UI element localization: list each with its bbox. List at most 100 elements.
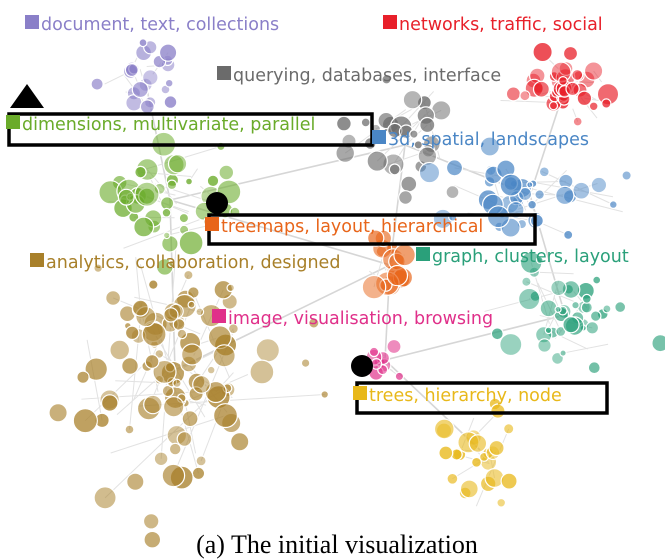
document-node[interactable] — [206, 174, 220, 188]
document-node[interactable] — [500, 472, 518, 490]
document-node[interactable] — [320, 390, 330, 399]
document-node[interactable] — [400, 175, 418, 193]
document-node[interactable] — [521, 276, 532, 287]
document-node[interactable] — [124, 62, 139, 77]
document-node[interactable] — [143, 530, 162, 549]
document-node[interactable] — [84, 357, 108, 381]
document-node[interactable] — [587, 361, 601, 375]
document-node[interactable] — [490, 403, 506, 419]
document-node[interactable] — [161, 463, 186, 488]
document-node[interactable] — [368, 346, 380, 358]
document-node[interactable] — [518, 287, 541, 311]
document-node[interactable] — [571, 300, 580, 310]
document-node[interactable] — [550, 279, 567, 297]
document-node[interactable] — [166, 179, 178, 191]
document-node[interactable] — [505, 86, 522, 102]
document-node[interactable] — [134, 165, 147, 179]
document-node[interactable] — [409, 129, 419, 139]
document-node[interactable] — [185, 177, 194, 186]
document-node[interactable] — [393, 243, 416, 267]
document-node[interactable] — [590, 176, 608, 194]
document-node[interactable] — [585, 320, 600, 335]
document-node[interactable] — [90, 77, 104, 91]
document-node[interactable] — [565, 81, 580, 97]
document-node[interactable] — [367, 229, 385, 247]
document-node[interactable] — [163, 307, 179, 323]
document-node[interactable] — [526, 181, 534, 189]
document-node[interactable] — [105, 290, 122, 307]
document-node[interactable] — [488, 439, 505, 457]
document-node[interactable] — [471, 456, 483, 468]
document-node[interactable] — [101, 394, 119, 412]
document-node[interactable] — [93, 486, 117, 510]
document-node[interactable] — [479, 136, 500, 157]
document-node[interactable] — [572, 181, 591, 200]
document-node[interactable] — [143, 394, 163, 415]
document-node[interactable] — [398, 190, 413, 205]
document-node[interactable] — [181, 343, 204, 366]
document-node[interactable] — [413, 140, 423, 150]
document-node[interactable] — [548, 101, 559, 111]
document-node[interactable] — [438, 445, 454, 461]
document-node[interactable] — [126, 472, 145, 491]
document-node[interactable] — [158, 43, 178, 62]
document-node[interactable] — [562, 316, 580, 334]
document-node[interactable] — [148, 279, 159, 290]
document-node[interactable] — [446, 472, 459, 485]
document-node[interactable] — [134, 181, 160, 207]
document-node[interactable] — [517, 186, 533, 202]
document-node[interactable] — [164, 78, 174, 88]
document-node[interactable] — [162, 231, 171, 240]
document-node[interactable] — [227, 323, 239, 335]
document-node[interactable] — [537, 338, 552, 353]
document-node[interactable] — [142, 512, 160, 530]
document-node[interactable] — [361, 274, 387, 300]
document-node[interactable] — [178, 212, 190, 224]
cluster-label-spatial[interactable]: 3d, spatial, landscapes — [372, 130, 589, 150]
cluster-label-dimensions[interactable]: dimensions, multivariate, parallel — [6, 112, 374, 147]
document-node[interactable] — [562, 45, 579, 62]
document-node[interactable] — [601, 98, 612, 109]
document-node[interactable] — [139, 99, 155, 115]
document-node[interactable] — [308, 317, 320, 329]
document-node[interactable] — [144, 354, 160, 369]
document-node[interactable] — [121, 357, 139, 375]
document-node[interactable] — [131, 80, 149, 99]
document-node[interactable] — [561, 280, 581, 299]
document-node[interactable] — [394, 371, 405, 382]
document-node[interactable] — [124, 424, 135, 435]
document-node[interactable] — [188, 386, 204, 402]
document-node[interactable] — [592, 275, 602, 285]
document-node[interactable] — [195, 455, 207, 467]
document-node[interactable] — [176, 328, 188, 340]
document-node[interactable] — [117, 188, 135, 206]
document-node[interactable] — [418, 161, 441, 184]
document-node[interactable] — [386, 264, 409, 287]
document-node[interactable] — [538, 166, 550, 178]
document-node[interactable] — [176, 431, 193, 447]
cluster-label-image[interactable]: image, visualisation, browsing — [212, 309, 493, 329]
document-node[interactable] — [172, 378, 182, 388]
document-node[interactable] — [499, 173, 523, 197]
document-node[interactable] — [554, 305, 562, 313]
document-node[interactable] — [571, 68, 584, 81]
document-node[interactable] — [558, 60, 574, 76]
document-node[interactable] — [161, 207, 172, 218]
document-node[interactable] — [544, 326, 553, 335]
document-node[interactable] — [532, 41, 553, 63]
document-node[interactable] — [381, 74, 392, 85]
document-node[interactable] — [206, 365, 216, 375]
document-node[interactable] — [336, 115, 352, 132]
document-node[interactable] — [93, 263, 103, 273]
document-node[interactable] — [48, 403, 68, 423]
document-node[interactable] — [581, 293, 592, 304]
document-node[interactable] — [167, 259, 176, 268]
document-node[interactable] — [162, 396, 185, 418]
document-node[interactable] — [168, 442, 182, 456]
document-node[interactable] — [555, 185, 575, 206]
document-node[interactable] — [212, 344, 236, 368]
document-node[interactable] — [608, 200, 618, 210]
document-node[interactable] — [459, 479, 479, 499]
document-node[interactable] — [519, 90, 531, 102]
document-node[interactable] — [163, 95, 178, 109]
